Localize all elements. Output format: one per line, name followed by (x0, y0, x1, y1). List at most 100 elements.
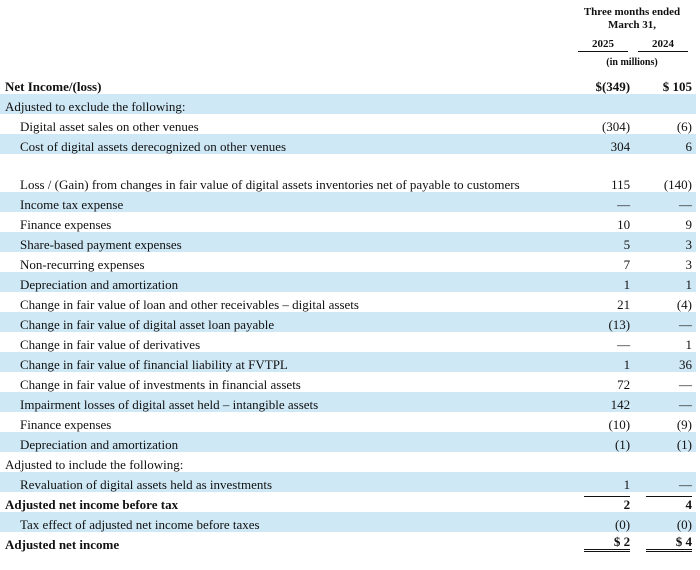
cell-value: (13) (608, 317, 631, 332)
value-cell: (6) (638, 114, 696, 134)
cell-value: 1 (623, 357, 631, 372)
value-cell: $ 4 (638, 532, 696, 552)
table-row: Adjusted to exclude the following: (0, 94, 696, 114)
value-cell (576, 452, 638, 472)
table-row: Cost of digital assets derecognized on o… (0, 134, 696, 154)
cell-value: — (679, 377, 692, 392)
value-cell: 10 (576, 212, 638, 232)
cell-value: (304) (601, 119, 631, 134)
value-cell: 2 (576, 492, 638, 512)
value-cell: — (576, 192, 639, 212)
row-label: Depreciation and amortization (0, 432, 577, 452)
value-cell: — (638, 472, 696, 492)
cell-value: (6) (676, 119, 692, 134)
row-label: Revaluation of digital assets held as in… (0, 472, 577, 492)
table-row: Finance expenses (10) (9) (0, 412, 696, 432)
cell-value: — (679, 477, 692, 492)
value-cell: — (638, 372, 696, 392)
cell-value: 72 (617, 377, 631, 392)
year-header: 2025 (578, 38, 628, 52)
value-cell: (10) (576, 412, 638, 432)
row-label: Loss / (Gain) from changes in fair value… (20, 177, 520, 192)
value-cell: (1) (638, 432, 696, 452)
value-cell: (13) (576, 312, 639, 332)
cell-value: 142 (610, 397, 631, 412)
cell-value: (140) (663, 177, 692, 192)
value-cell: 5 (576, 232, 639, 252)
cell-value: — (617, 337, 631, 352)
row-label: Cost of digital assets derecognized on o… (0, 134, 577, 154)
cell-value: 36 (679, 357, 692, 372)
row-label: Adjusted net income (5, 537, 120, 552)
row-label: Adjusted to exclude the following: (0, 94, 577, 114)
cell-value: (1) (614, 437, 631, 452)
cell-value: (1) (676, 437, 692, 452)
cell-value: 6 (685, 139, 693, 154)
cell-value: 304 (610, 139, 631, 154)
table-row: Depreciation and amortization (1) (1) (0, 432, 696, 452)
value-cell: (304) (576, 114, 638, 134)
row-label: Share-based payment expenses (0, 232, 577, 252)
row-label: Change in fair value of loan and other r… (20, 297, 359, 312)
value-cell (638, 452, 696, 472)
cell-value: (0) (614, 517, 631, 532)
cell-value: 21 (617, 297, 631, 312)
value-cell: 7 (576, 252, 638, 272)
cell-value: — (679, 317, 692, 332)
cell-value: (0) (676, 517, 692, 532)
value-cell: 1 (638, 272, 696, 292)
column-group-title: Three months ended (583, 6, 681, 18)
row-label: Change in fair value of derivatives (20, 337, 201, 352)
row-label: Impairment losses of digital asset held … (0, 392, 577, 412)
cell-value: 1 (623, 277, 631, 292)
table-row: Income tax expense — — (0, 192, 696, 212)
cell-value: 2 (584, 496, 631, 512)
table-row: Revaluation of digital assets held as in… (0, 472, 696, 492)
row-label: Finance expenses (20, 217, 112, 232)
value-cell: — (638, 312, 696, 332)
value-cell: $(349) (576, 74, 638, 94)
value-cell: 21 (576, 292, 638, 312)
table-row: Loss / (Gain) from changes in fair value… (0, 154, 696, 192)
table-row: Change in fair value of loan and other r… (0, 292, 696, 312)
year-header: 2024 (638, 38, 688, 52)
value-cell: — (576, 332, 638, 352)
row-label: Net Income/(loss) (5, 79, 102, 94)
row-label: Depreciation and amortization (0, 272, 577, 292)
table-row: Non-recurring expenses 7 3 (0, 252, 696, 272)
cell-value: 7 (623, 257, 631, 272)
value-cell: 1 (576, 272, 639, 292)
value-cell: (140) (638, 154, 696, 192)
table-row: Net Income/(loss) $(349) $ 105 (0, 74, 696, 94)
value-cell (638, 94, 696, 114)
table-row: Depreciation and amortization 1 1 (0, 272, 696, 292)
value-cell: 6 (638, 134, 696, 154)
value-cell: 3 (638, 252, 696, 272)
column-group-subtitle: March 31, (607, 19, 657, 31)
table-row: Adjusted to include the following: (0, 452, 696, 472)
row-label: Tax effect of adjusted net income before… (0, 512, 577, 532)
table-row: Impairment losses of digital asset held … (0, 392, 696, 412)
value-cell: — (638, 192, 696, 212)
cell-value: 3 (685, 257, 693, 272)
value-cell: 1 (576, 472, 639, 492)
table-row: Change in fair value of investments in f… (0, 372, 696, 392)
cell-value: $(349) (595, 79, 631, 94)
table-row: Change in fair value of digital asset lo… (0, 312, 696, 332)
cell-value: — (617, 197, 631, 212)
cell-value: 1 (623, 477, 631, 492)
cell-value: 4 (646, 496, 692, 512)
table-row: Digital asset sales on other venues (304)… (0, 114, 696, 134)
row-label: Adjusted to include the following: (5, 457, 184, 472)
value-cell: $ 105 (638, 74, 696, 94)
value-cell: 3 (638, 232, 696, 252)
value-cell: (9) (638, 412, 696, 432)
value-cell: 72 (576, 372, 638, 392)
value-cell: 4 (638, 492, 696, 512)
value-cell: 1 (576, 352, 639, 372)
cell-value: $ 105 (662, 79, 692, 94)
cell-value: (10) (608, 417, 631, 432)
row-label: Income tax expense (0, 192, 577, 212)
cell-value: 5 (623, 237, 631, 252)
